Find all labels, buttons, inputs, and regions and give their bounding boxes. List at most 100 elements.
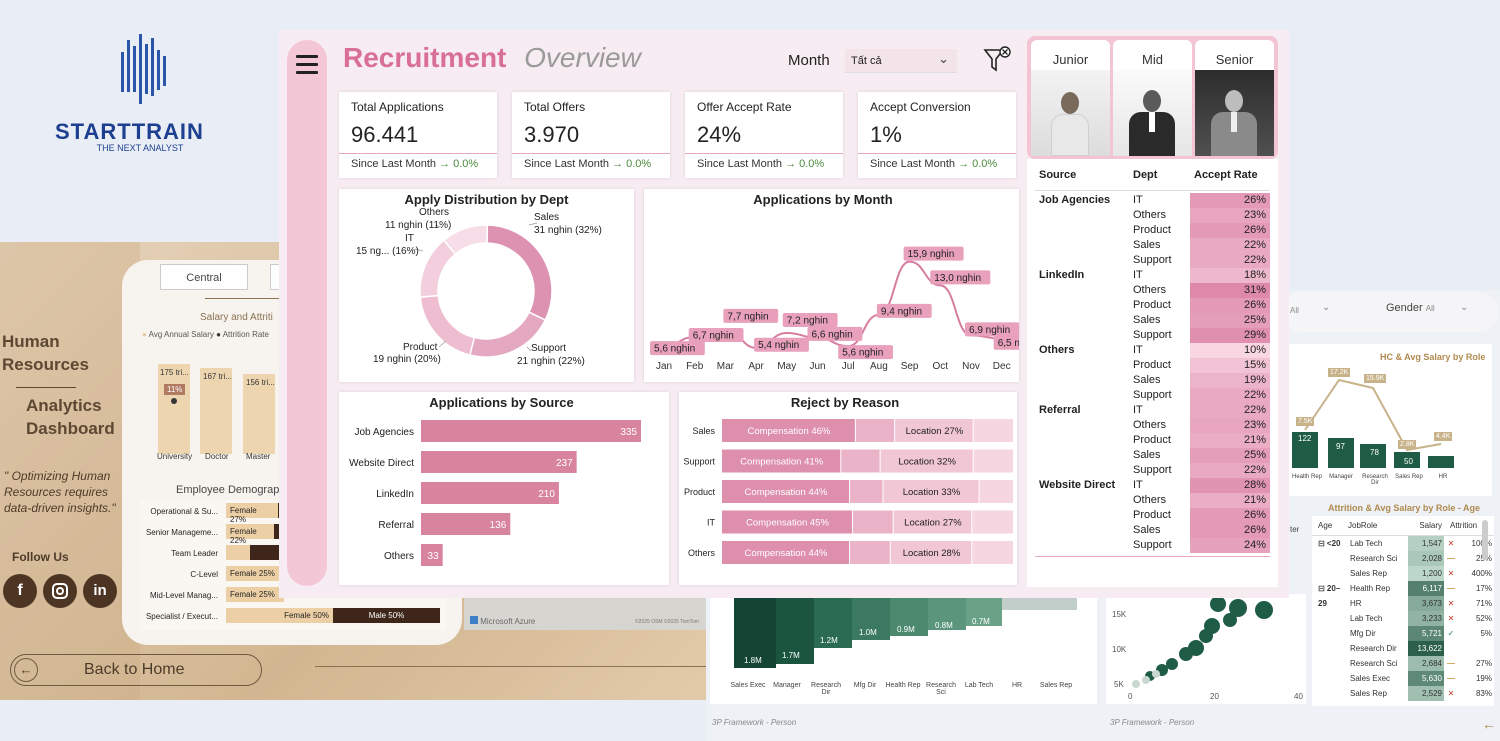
funnel-role: Sales Exec bbox=[730, 682, 766, 689]
reject-compensation-bar bbox=[722, 510, 852, 534]
table-row: Others 23% bbox=[1035, 418, 1270, 433]
line-point-label: 7,2 nghin bbox=[787, 315, 828, 326]
hc-title: HC & Avg Salary by Role bbox=[1380, 352, 1486, 362]
level-junior[interactable]: Junior bbox=[1031, 40, 1110, 156]
source-cell bbox=[1035, 328, 1130, 343]
level-senior[interactable]: Senior bbox=[1195, 40, 1274, 156]
source-cell bbox=[1035, 283, 1130, 298]
month-line-card bbox=[644, 189, 1019, 382]
accept-rate-cell: 28% bbox=[1190, 478, 1270, 493]
level-mid[interactable]: Mid bbox=[1113, 40, 1192, 156]
donut-title: Apply Distribution by Dept bbox=[404, 192, 569, 207]
table-row: Sales 25% bbox=[1035, 313, 1270, 328]
funnel-val: 1.2M bbox=[820, 636, 838, 645]
line-point-label-bg bbox=[723, 308, 779, 323]
accept-rate-cell: 26% bbox=[1190, 508, 1270, 523]
menu-icon[interactable] bbox=[296, 54, 318, 74]
source-cell bbox=[1035, 298, 1130, 313]
reject-other-bar bbox=[850, 480, 883, 503]
hc-role: Health Rep bbox=[1291, 474, 1323, 480]
source-bar-chart: Job Agencies 335 Website Direct 237 LinkedIn… bbox=[349, 420, 641, 566]
accept-rate-cell: 22% bbox=[1190, 238, 1270, 253]
source-bar bbox=[421, 544, 443, 566]
month-line-chart: 5,6 nghin 6,7 nghin 7,7 nghin 5,4 nghin 7,2 … bbox=[650, 246, 1019, 372]
funnel-val: 1.7M bbox=[782, 651, 800, 660]
table-row: Job Agencies IT 26% bbox=[1035, 193, 1270, 208]
hr-title: Human Resources bbox=[2, 332, 89, 374]
reject-location-label: Location 27% bbox=[904, 518, 962, 529]
dept-cell: Support bbox=[1133, 389, 1172, 401]
scrollbar[interactable] bbox=[1482, 520, 1488, 560]
back-arrow-icon[interactable]: ← bbox=[1482, 716, 1496, 732]
edu-label: Master bbox=[246, 452, 271, 461]
mid-photo bbox=[1113, 70, 1192, 156]
clear-filter-icon[interactable] bbox=[982, 44, 1012, 74]
table-row: Product 26% bbox=[1035, 508, 1270, 523]
table-row: Product 15% bbox=[1035, 358, 1270, 373]
reject-compensation-label: Compensation 44% bbox=[745, 487, 828, 498]
accept-rate-table: Source Dept Accept Rate Job Agencies IT 26… bbox=[1027, 159, 1278, 587]
salary-funnel bbox=[734, 598, 1077, 668]
reject-rest-bar bbox=[972, 510, 1013, 534]
dept-cell: Others bbox=[1133, 209, 1167, 221]
demo-female-bar: Female 27% bbox=[226, 503, 278, 524]
line-point-label: 6,6 nghin bbox=[812, 329, 853, 340]
demo-role: Operational & Su... bbox=[150, 507, 218, 516]
accept-rate-cell: 26% bbox=[1190, 193, 1270, 208]
funnel-role: Sales Rep bbox=[1039, 682, 1073, 689]
month-dropdown[interactable]: Tất cả ⌄ bbox=[845, 49, 957, 73]
dept-cell: IT bbox=[1133, 479, 1143, 491]
line-point-label: 5,6 nghin bbox=[654, 344, 695, 355]
dept-cell: Others bbox=[1133, 284, 1167, 296]
linkedin-icon[interactable]: in bbox=[83, 574, 117, 608]
table-row: Sales 26% bbox=[1035, 523, 1270, 538]
table-row: Research Sci 2,684—27% bbox=[1312, 656, 1494, 671]
table-row: Mfg Dir 5,721 ✓ 5% bbox=[1312, 626, 1494, 641]
reject-title: Reject by Reason bbox=[790, 395, 900, 410]
source-bar bbox=[421, 482, 559, 504]
demo-female-bar: Female 25% bbox=[226, 566, 284, 581]
line-point-label-bg bbox=[782, 312, 838, 327]
line-point-label: 13,0 nghin bbox=[934, 273, 981, 284]
demo-role: C-Level bbox=[190, 570, 218, 579]
accept-rate-cell: 23% bbox=[1190, 208, 1270, 223]
line-point-label-bg bbox=[688, 328, 744, 343]
source-cell bbox=[1035, 538, 1130, 553]
accept-rate-cell: 26% bbox=[1190, 223, 1270, 238]
line-point-label: 6,9 nghin bbox=[969, 325, 1010, 336]
donut-label: 19 nghin (20%) bbox=[373, 354, 441, 365]
x-icon: ✕ bbox=[1447, 614, 1455, 623]
gender-filter[interactable]: Gender All bbox=[1386, 302, 1435, 314]
tab-central[interactable]: Central bbox=[160, 264, 248, 290]
reject-chart: Sales Compensation 46% Location 27% Support… bbox=[683, 419, 1013, 564]
line-point-label-bg bbox=[930, 270, 991, 285]
brand-name: STARTTRAIN bbox=[55, 119, 204, 144]
line-x-tick: Apr bbox=[748, 361, 764, 372]
line-x-tick: Nov bbox=[962, 361, 980, 372]
hc-count: 78 bbox=[1370, 448, 1379, 457]
demo-female-bar: Female 25% bbox=[226, 587, 284, 602]
back-home-button[interactable]: ← Back to Home bbox=[10, 654, 262, 686]
donut-slice-sales bbox=[486, 224, 553, 322]
dash-icon: — bbox=[1447, 659, 1455, 668]
donut-slice-others bbox=[442, 224, 489, 256]
table-row: Support 29% bbox=[1035, 328, 1270, 343]
junior-photo bbox=[1031, 70, 1110, 156]
attrition-table-title: Attrition & Avg Salary by Role - Age bbox=[1328, 503, 1481, 513]
line-point-label: 5,6 nghin bbox=[842, 348, 883, 359]
instagram-icon[interactable] bbox=[43, 574, 77, 608]
source-bar bbox=[421, 513, 511, 535]
facebook-icon[interactable]: f bbox=[3, 574, 37, 608]
dept-cell: IT bbox=[1133, 404, 1143, 416]
table-row: LinkedIn IT 18% bbox=[1035, 268, 1270, 283]
accept-rate-cell: 22% bbox=[1190, 403, 1270, 418]
x-icon: ✕ bbox=[1447, 689, 1455, 698]
kpi-total-offers: Total Offers 3.970 Since Last Month → 0.0… bbox=[512, 92, 670, 178]
reject-other-bar bbox=[850, 541, 890, 564]
reject-location-label: Location 27% bbox=[906, 426, 964, 437]
accept-rate-cell: 22% bbox=[1190, 463, 1270, 478]
line-x-tick: Jun bbox=[809, 361, 825, 372]
reject-compensation-bar bbox=[722, 419, 855, 442]
